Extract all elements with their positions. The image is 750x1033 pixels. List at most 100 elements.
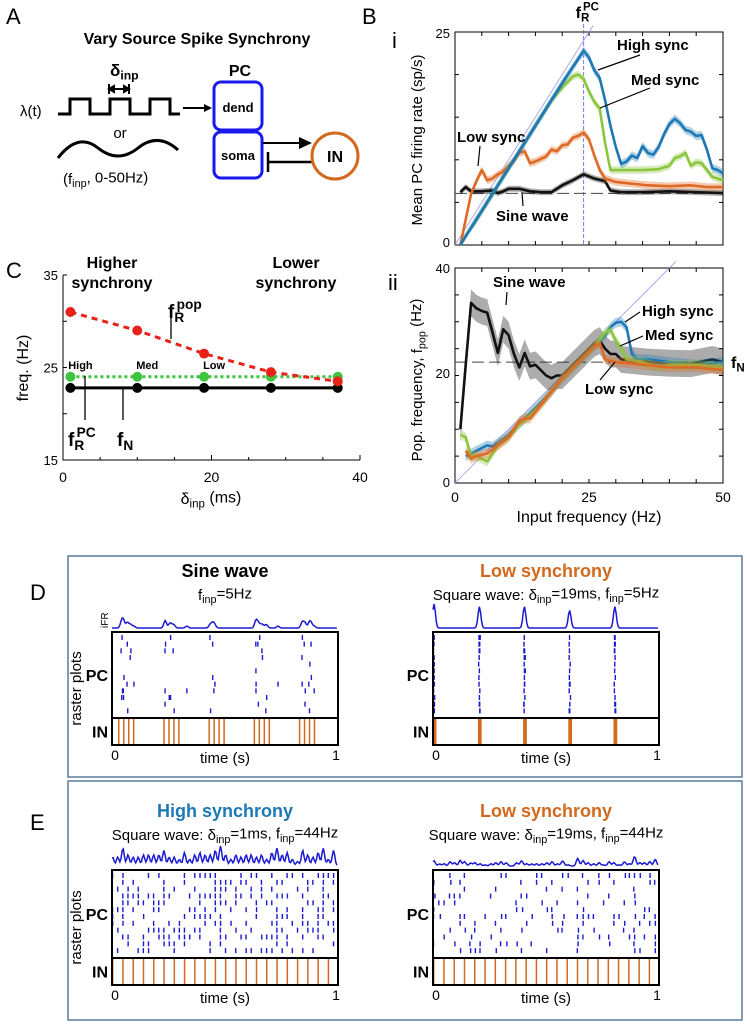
higher-synchrony-label: synchrony	[72, 275, 153, 292]
raster-plot-1: Sine wave finp=5Hz PC IN0 1 time (s) iFR raster…	[68, 561, 340, 767]
panel-label-d: D	[30, 580, 46, 605]
text-segment: =44Hz	[620, 824, 664, 841]
series-label: Low sync	[457, 129, 525, 146]
text-segment: Square wave: δ	[112, 827, 216, 844]
in-row-label: IN	[92, 725, 108, 742]
higher-synchrony-label: Higher	[87, 255, 138, 272]
text-segment: =19ms, f	[547, 826, 606, 843]
panel-a-title: Vary Source Spike Synchrony	[84, 31, 311, 48]
x-tick-label: 1	[653, 747, 661, 763]
subscript: pop	[416, 331, 428, 349]
raster-subtitle: Square wave: δinp=19ms, finp=44Hz	[429, 824, 664, 846]
series-band	[460, 324, 723, 467]
text-segment: δ	[110, 61, 120, 80]
in-cell	[310, 131, 360, 181]
in-row-label: IN	[92, 965, 108, 982]
raster-frame	[432, 869, 660, 986]
delta-arrow-icon	[107, 84, 131, 94]
data-point	[65, 307, 76, 317]
in-label: IN	[327, 149, 343, 166]
panel-label-c: C	[6, 258, 22, 283]
raster-title: Sine wave	[181, 561, 268, 581]
data-point	[132, 382, 143, 393]
input-range-label: (finp, 0-50Hz)	[63, 170, 148, 191]
or-label: or	[113, 125, 126, 142]
subscript: inp	[533, 834, 547, 846]
ifr-trace	[432, 855, 659, 867]
data-point	[199, 382, 210, 393]
superscript: PC	[77, 425, 96, 440]
subscript: inp	[537, 594, 551, 606]
square-wave-icon	[58, 97, 180, 116]
subscript: N	[736, 363, 744, 375]
text-segment: =44Hz	[294, 824, 338, 841]
arrow-head-icon	[204, 104, 212, 112]
arrow-head-icon	[299, 137, 312, 149]
lower-synchrony-label: synchrony	[256, 275, 337, 292]
chart-b-ii: fN 40 20 00 25 50 Input frequency (Hz) Pop. fre…	[408, 261, 745, 526]
series-label: Low sync	[585, 381, 653, 398]
raster-y-label: raster plots	[68, 651, 85, 725]
delta-inp-label: δinp	[110, 61, 139, 83]
raster-frame	[111, 631, 339, 746]
raster-subtitle: finp=5Hz	[198, 586, 252, 607]
y-tick-label: 15	[44, 453, 58, 468]
soma-compartment	[212, 130, 264, 180]
subscript: R	[74, 438, 84, 453]
x-tick-label: 0	[432, 747, 440, 763]
raster-frame	[111, 869, 339, 986]
y-axis-label: Pop. frequency, fpop (Hz)	[408, 299, 429, 462]
text-segment: f	[117, 430, 124, 451]
y-tick-label: 20	[436, 366, 450, 381]
raster-subtitle: Square wave: δinp=1ms, finp=44Hz	[112, 824, 338, 846]
text-segment: (f	[63, 171, 73, 188]
ifr-trace	[111, 845, 338, 866]
raster-title: Low synchrony	[480, 801, 612, 821]
text-segment: =19ms, f	[551, 586, 610, 603]
series-band	[460, 289, 723, 443]
ifr-trace	[112, 617, 337, 629]
panel-label-bi: i	[392, 28, 397, 53]
text-segment: f	[731, 355, 737, 372]
subscript: inp	[280, 833, 294, 845]
series-label: Sine wave	[493, 274, 566, 291]
inhibitory-connection-icon	[266, 152, 312, 172]
series-line-low-sync	[459, 131, 723, 246]
x-tick-label: 0	[59, 469, 67, 485]
fr-pc-marker-label: fRPC	[576, 2, 599, 25]
raster-subtitle: Square wave: δinp=19ms, finp=5Hz	[433, 584, 659, 606]
text-segment: , 0-50Hz)	[87, 170, 149, 187]
data-point	[199, 348, 210, 359]
data-point	[132, 371, 143, 382]
dend-label: dend	[222, 100, 253, 115]
text-segment: =5Hz	[624, 584, 659, 601]
text-segment: Square wave: δ	[429, 827, 533, 844]
x-tick-label: 1	[332, 747, 340, 763]
x-axis-label: Input frequency (Hz)	[517, 509, 662, 526]
pc-row-label: PC	[407, 907, 430, 924]
series-label: Med sync	[645, 327, 713, 344]
series-label: Med sync	[631, 72, 699, 89]
leader-line	[624, 311, 641, 323]
series-band	[465, 338, 723, 464]
in-row-label: IN	[413, 725, 429, 742]
x-tick-label: 40	[352, 469, 368, 485]
text-segment: (ms)	[205, 490, 241, 507]
text-segment: Square wave: δ	[433, 587, 537, 604]
sine-wave-icon	[56, 139, 180, 159]
series-line	[70, 310, 338, 383]
superscript: pop	[177, 297, 202, 312]
ifr-label: iFR	[100, 612, 111, 628]
x-axis-label: time (s)	[521, 990, 571, 1007]
x-tick-label: 0	[111, 747, 119, 763]
y-axis-label: freq. (Hz)	[15, 335, 32, 402]
text-segment: Pop. frequency, f	[409, 348, 426, 461]
text-segment: f	[576, 5, 582, 22]
ifr-trace	[432, 603, 658, 629]
in-row-label: IN	[413, 965, 429, 982]
text-segment: δ	[181, 491, 190, 508]
